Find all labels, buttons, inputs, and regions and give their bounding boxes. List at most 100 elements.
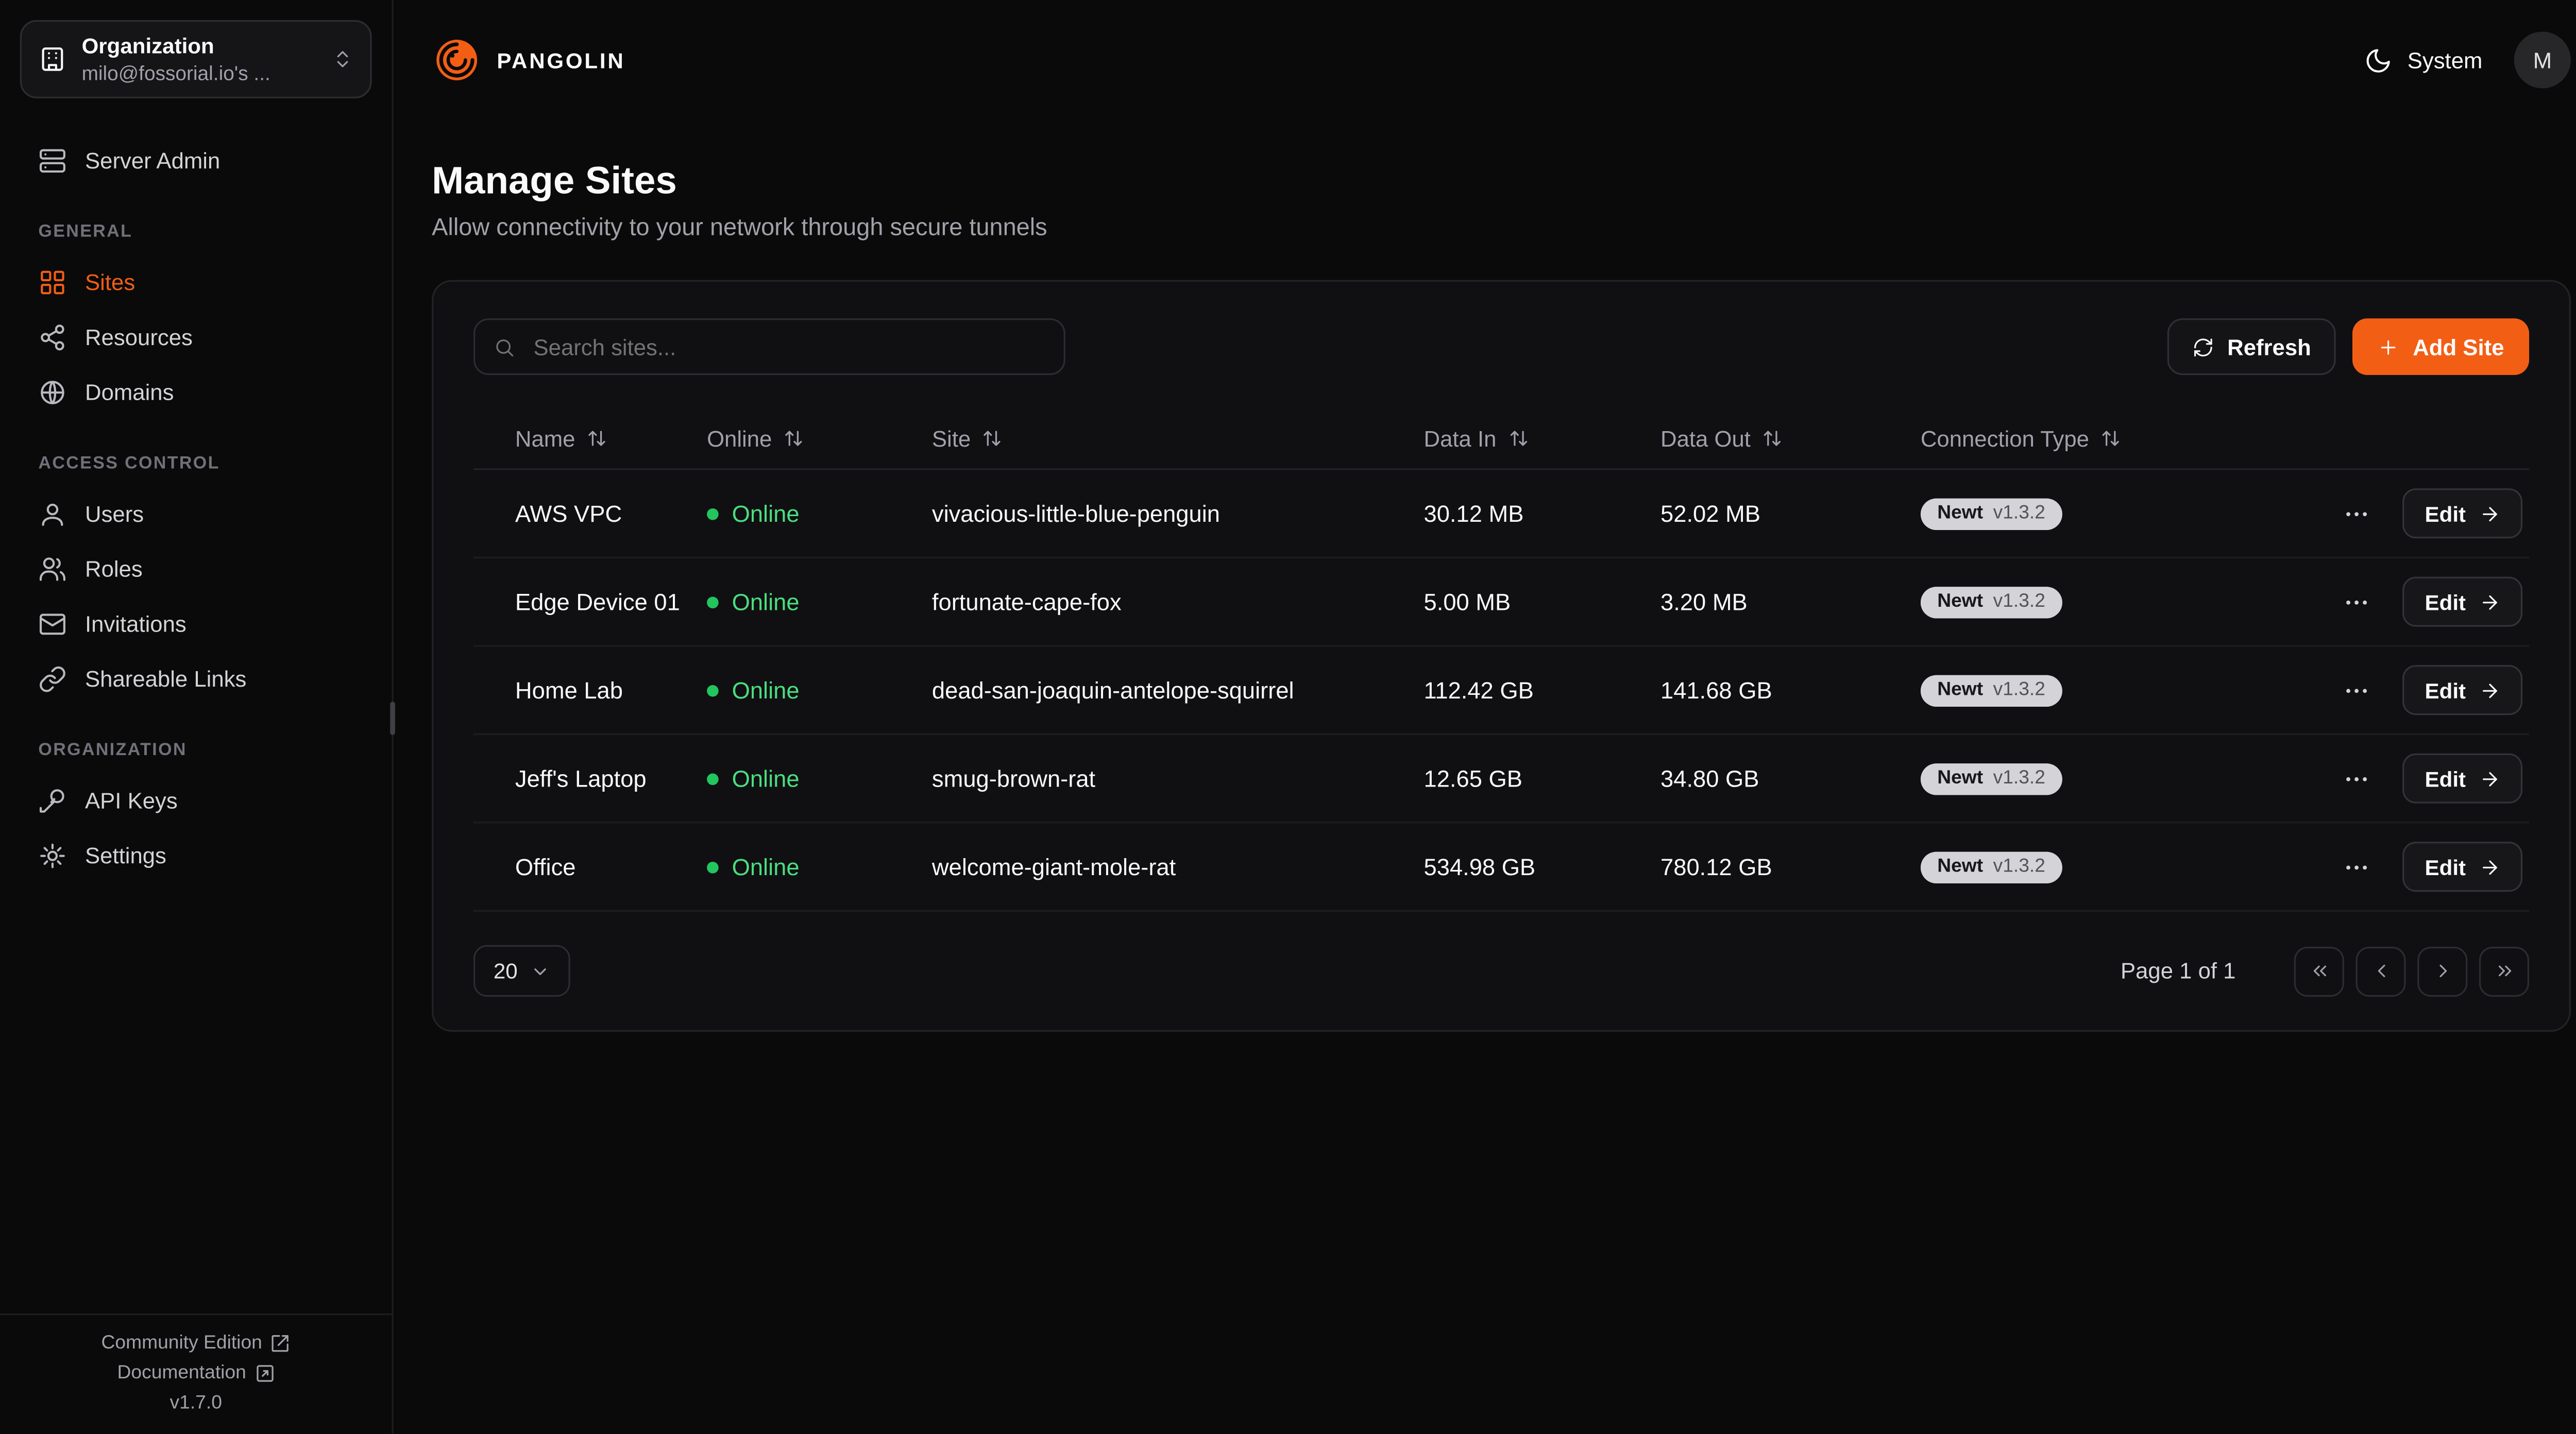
edit-button[interactable]: Edit [2403,842,2523,892]
status-badge: Online [707,677,932,704]
column-label: Data In [1423,425,1497,451]
data-out: 3.20 MB [1660,588,1748,616]
site-slug: dead-san-joaquin-antelope-squirrel [931,676,1294,704]
org-selector-title: Organization [81,33,214,59]
connection-type-cell: Newt v1.3.2 [1920,850,2328,884]
theme-toggle-button[interactable]: System [2364,46,2482,74]
column-header-site[interactable]: Site [932,426,1424,451]
row-menu-button[interactable] [2336,846,2378,887]
data-in: 534.98 GB [1423,853,1536,880]
brand[interactable]: PANGOLIN [432,35,625,85]
resources-icon [41,324,64,350]
column-header-data-out[interactable]: Data Out [1660,426,1921,451]
refresh-icon [2194,337,2212,356]
status-badge: Online [707,588,932,615]
sidebar-item-roles[interactable]: Roles [23,543,368,595]
connection-type-badge: Newt v1.3.2 [1920,674,2062,707]
sort-icon [785,431,802,446]
user-icon [42,503,63,526]
sidebar-item-invitations[interactable]: Invitations [23,598,368,650]
topbar-right: System M [2364,31,2571,89]
status-badge: Online [707,765,932,792]
sort-icon [1764,431,1781,446]
arrow-right-icon [2483,594,2497,609]
edit-button[interactable]: Edit [2403,665,2523,715]
sites-card: Refresh Add Site Name [432,280,2571,1032]
site-slug: smug-brown-rat [931,765,1096,792]
search-box [473,318,1065,375]
row-menu-button[interactable] [2336,669,2378,711]
edit-label: Edit [2425,501,2466,526]
column-label: Connection Type [1920,425,2089,451]
next-page-button[interactable] [2417,946,2468,996]
edit-button[interactable]: Edit [2403,753,2523,804]
organization-icon [42,47,63,71]
row-actions: Edit [2327,576,2529,627]
chevrons-up-down-icon [337,51,348,67]
org-selector-subtitle: milo@fossorial.io's ... [81,61,270,85]
column-label: Site [931,425,971,451]
edit-label: Edit [2425,854,2466,879]
page-info: Page 1 of 1 [2120,958,2236,984]
org-selector[interactable]: Organization milo@fossorial.io's ... [20,20,372,98]
edit-button[interactable]: Edit [2403,576,2523,627]
connection-type-badge: Newt v1.3.2 [1920,851,2062,884]
sidebar-nav: Server Admin GENERAL Sites Resources [20,135,372,882]
row-menu-button[interactable] [2336,758,2378,799]
last-page-button[interactable] [2479,946,2530,996]
documentation-link[interactable]: Documentation [117,1363,275,1384]
table-footer: 20 Page 1 of 1 [473,945,2530,997]
column-label: Name [515,425,575,451]
content: Manage Sites Allow connectivity to your … [394,120,2576,1032]
connection-version: v1.3.2 [1993,679,2045,700]
row-menu-button[interactable] [2336,581,2378,623]
edit-button[interactable]: Edit [2403,488,2523,539]
page-size-select[interactable]: 20 [473,945,571,997]
site-slug: fortunate-cape-fox [931,588,1122,616]
connection-version: v1.3.2 [1993,767,2045,788]
column-label: Online [707,425,772,451]
sidebar-item-sites[interactable]: Sites [23,257,368,308]
ellipsis-icon [2347,864,2368,869]
site-name: Office [515,853,576,880]
row-actions: Edit [2327,488,2529,539]
sidebar-item-api-keys[interactable]: API Keys [23,775,368,826]
status-badge: Online [707,853,932,880]
chevrons-right-icon [2498,965,2511,977]
page-size-value: 20 [493,958,518,984]
connection-name: Newt [1937,767,1984,788]
documentation-label: Documentation [117,1363,246,1384]
connection-name: Newt [1937,591,1984,611]
sidebar-item-domains[interactable]: Domains [23,367,368,418]
sort-icon [984,431,1001,446]
add-site-button[interactable]: Add Site [2352,318,2530,375]
ellipsis-icon [2347,511,2368,516]
community-edition-link[interactable]: Community Edition [101,1334,291,1354]
sidebar-resize-handle[interactable] [390,702,395,736]
sidebar-item-resources[interactable]: Resources [23,312,368,363]
table-header-row: Name Online Site Data In [473,408,2530,470]
avatar[interactable]: M [2514,31,2571,89]
edit-label: Edit [2425,589,2466,614]
table-row: Office Online welcome-giant-mole-rat 534… [473,824,2530,912]
column-header-connection-type[interactable]: Connection Type [1921,426,2328,451]
refresh-button[interactable]: Refresh [2167,318,2336,375]
arrow-right-icon [2483,682,2497,697]
sidebar-item-shareable-links[interactable]: Shareable Links [23,653,368,705]
connection-version: v1.3.2 [1993,503,2045,523]
first-page-button[interactable] [2294,946,2344,996]
column-header-data-in[interactable]: Data In [1424,426,1661,451]
status-label: Online [732,500,800,527]
data-out: 52.02 MB [1660,500,1761,527]
sidebar-item-settings[interactable]: Settings [23,830,368,881]
column-header-name[interactable]: Name [473,426,707,451]
previous-page-button[interactable] [2355,946,2406,996]
sidebar-item-users[interactable]: Users [23,488,368,540]
search-input[interactable] [530,332,1045,361]
online-dot-icon [707,507,719,520]
column-header-online[interactable]: Online [707,426,932,451]
table-row: AWS VPC Online vivacious-little-blue-pen… [473,470,2530,559]
sidebar-item-server-admin[interactable]: Server Admin [23,135,368,186]
row-menu-button[interactable] [2336,492,2378,534]
